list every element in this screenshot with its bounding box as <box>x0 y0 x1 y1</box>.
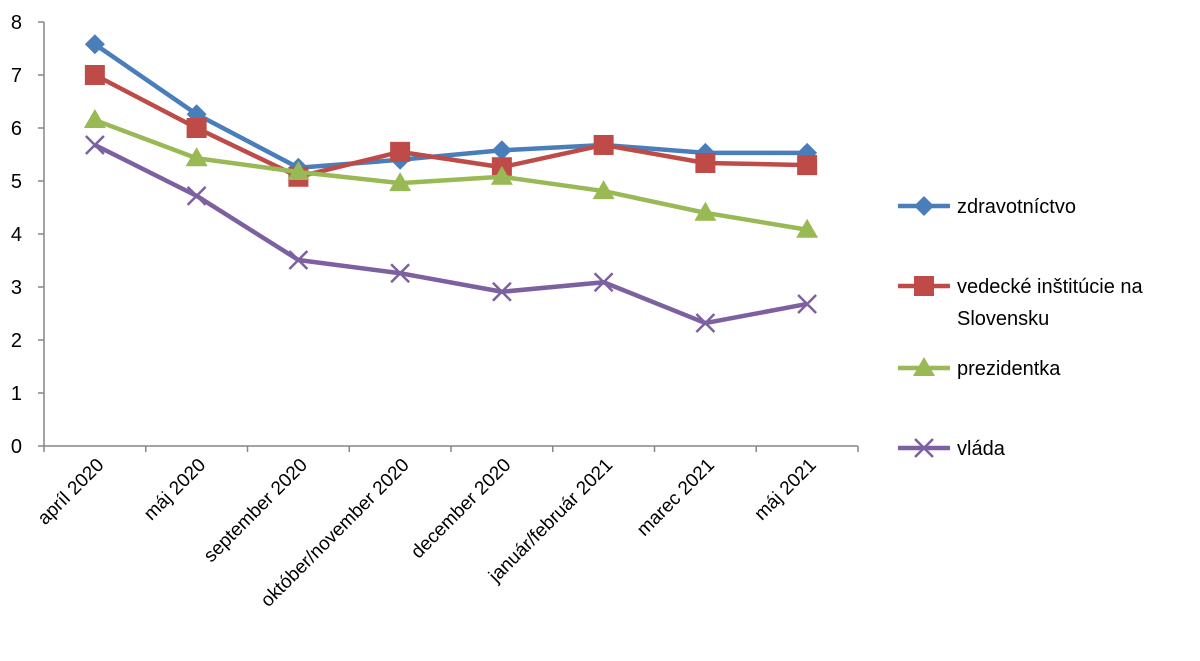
y-tick-label: 2 <box>11 330 22 352</box>
series-line-2 <box>94 117 808 232</box>
y-tick-label: 7 <box>11 65 22 87</box>
y-tick-label: 3 <box>11 277 22 299</box>
data-point <box>491 140 512 161</box>
data-point <box>490 165 513 185</box>
data-point <box>390 141 411 162</box>
legend-label: vláda <box>957 438 1006 460</box>
y-tick-label: 1 <box>11 383 22 405</box>
legend-marker <box>914 438 934 458</box>
data-point <box>593 134 614 155</box>
legend-marker <box>914 196 934 216</box>
data-point <box>84 135 105 155</box>
data-point <box>84 65 105 85</box>
y-tick-label: 0 <box>11 436 22 458</box>
data-point <box>592 180 615 200</box>
legend-label: prezidentka <box>957 358 1061 380</box>
x-tick-label: máj 2020 <box>140 455 210 525</box>
data-point <box>287 160 310 180</box>
data-point <box>186 118 207 138</box>
legend-label: vedecké inštitúcie na <box>957 276 1144 298</box>
series-line-0 <box>93 42 808 170</box>
y-tick-label: 6 <box>11 118 22 140</box>
legend-label: zdravotníctvo <box>957 196 1076 218</box>
data-point <box>695 152 716 173</box>
data-point <box>491 281 512 302</box>
data-point <box>84 34 105 55</box>
data-point <box>797 294 818 314</box>
data-point <box>389 172 412 192</box>
data-point <box>185 147 208 167</box>
y-tick-label: 5 <box>11 171 22 193</box>
x-tick-label: december 2020 <box>407 455 515 563</box>
data-point <box>797 155 818 176</box>
series-line-3 <box>93 142 808 326</box>
data-point <box>390 263 411 284</box>
data-point <box>695 313 716 333</box>
data-point <box>83 109 106 129</box>
x-tick-label: máj 2021 <box>751 455 821 525</box>
data-point <box>593 272 614 293</box>
x-tick-label: apríl 2020 <box>34 455 109 530</box>
x-tick-label: marec 2021 <box>633 455 719 541</box>
legend-marker <box>914 276 934 296</box>
data-point <box>796 218 819 238</box>
x-tick-label: september 2020 <box>200 455 312 567</box>
data-point <box>288 250 309 270</box>
data-point <box>694 201 717 221</box>
data-point <box>186 185 207 206</box>
legend-marker <box>913 357 935 376</box>
series-line-1 <box>93 73 808 180</box>
y-tick-label: 8 <box>11 12 22 34</box>
y-tick-label: 4 <box>11 224 22 246</box>
legend-label: Slovensku <box>957 308 1049 330</box>
